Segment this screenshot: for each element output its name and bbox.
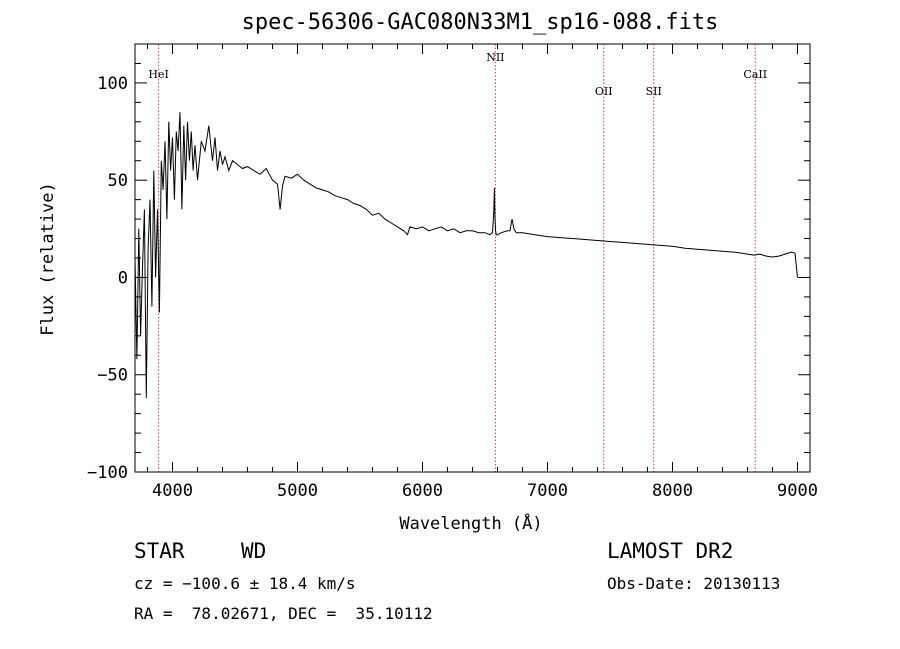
observation-date: Obs-Date: 20130113	[607, 574, 781, 593]
object-subclass: WD	[241, 539, 267, 563]
x-tick-label: 9000	[777, 481, 818, 501]
x-tick-label: 6000	[402, 481, 443, 501]
line-label-nii: NII	[486, 51, 504, 64]
line-label-sii: SII	[646, 85, 662, 98]
object-class: STAR	[134, 539, 185, 563]
x-tick-label: 8000	[652, 481, 693, 501]
y-tick-label: 50	[108, 171, 128, 191]
emission-lines: HeI NII OII SII CaII	[148, 44, 767, 472]
axis-ticks: 4000 5000 6000 7000 8000 9000 −100 −50 0 50 100	[87, 43, 818, 501]
line-label-hei: HeI	[148, 68, 168, 81]
y-tick-label: −100	[87, 463, 128, 483]
chart-title: spec-56306-GAC080N33M1_sp16-088.fits	[241, 10, 719, 35]
x-tick-label: 5000	[277, 481, 318, 501]
spectrum-line	[134, 112, 798, 399]
y-tick-label: 100	[97, 74, 128, 94]
y-tick-label: −50	[97, 366, 128, 386]
line-label-oii: OII	[595, 85, 613, 98]
x-tick-label: 7000	[527, 481, 568, 501]
x-tick-label: 4000	[152, 481, 193, 501]
redshift-velocity: cz = −100.6 ± 18.4 km/s	[134, 574, 356, 593]
plot-frame	[134, 43, 811, 473]
y-tick-label: 0	[118, 268, 128, 288]
x-axis-label: Wavelength (Å)	[399, 512, 542, 534]
coordinates: RA = 78.02671, DEC = 35.10112	[134, 604, 433, 623]
y-axis-label: Flux (relative)	[38, 182, 58, 336]
line-label-caii: CaII	[743, 68, 767, 81]
survey-name: LAMOST DR2	[607, 539, 734, 563]
